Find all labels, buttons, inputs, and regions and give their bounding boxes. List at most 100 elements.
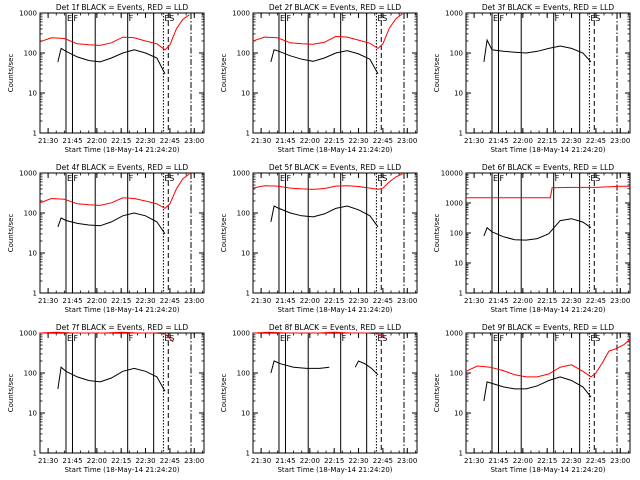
x-tick-label: 21:30 bbox=[464, 297, 484, 305]
x-axis-label: Start Time (18-May-14 21:24:20) bbox=[277, 306, 392, 314]
x-tick-label: 22:15 bbox=[111, 297, 131, 305]
x-tick-label: 22:30 bbox=[348, 297, 368, 305]
x-tick-label: 23:00 bbox=[184, 457, 204, 465]
x-tick-label: 22:30 bbox=[348, 457, 368, 465]
x-tick-label: 22:30 bbox=[348, 137, 368, 145]
x-tick-label: 23:00 bbox=[610, 457, 630, 465]
x-tick-label: 22:00 bbox=[513, 457, 533, 465]
segment-marker-label: F bbox=[342, 14, 347, 23]
segment-marker-label: F bbox=[555, 334, 560, 343]
segment-marker-label: F bbox=[342, 334, 347, 343]
x-tick-label: 21:30 bbox=[38, 137, 58, 145]
x-tick-label: 21:30 bbox=[464, 457, 484, 465]
x-tick-label: 23:00 bbox=[610, 137, 630, 145]
x-axis-label: Start Time (18-May-14 21:24:20) bbox=[64, 146, 179, 154]
y-tick-label: 1 bbox=[459, 290, 463, 298]
series-line-events bbox=[354, 360, 379, 376]
plot-frame bbox=[252, 332, 418, 454]
x-tick-label: 21:45 bbox=[62, 457, 82, 465]
y-tick-label: 100 bbox=[237, 50, 250, 58]
detector-panel-9f: Det 9f BLACK = Events, RED = LLD 1 10 100 10… bbox=[433, 323, 631, 474]
x-tick-label: 22:45 bbox=[373, 457, 393, 465]
panel-title: Det 9f BLACK = Events, RED = LLD bbox=[482, 323, 615, 332]
segment-marker-label: F bbox=[286, 174, 291, 183]
series-line-events bbox=[57, 366, 166, 392]
segment-marker-label: F bbox=[129, 334, 134, 343]
segment-marker-label: E bbox=[493, 174, 498, 183]
segment-marker-label: S bbox=[169, 174, 174, 183]
series-line-events bbox=[483, 38, 592, 63]
detector-panel-8f: Det 8f BLACK = Events, RED = LLD 1 10 100 10… bbox=[220, 323, 418, 474]
segment-marker-label: E bbox=[493, 334, 498, 343]
x-tick-label: 22:45 bbox=[586, 457, 606, 465]
plot-frame bbox=[465, 12, 631, 134]
segment-marker-label: S bbox=[382, 174, 387, 183]
segment-marker-label: S bbox=[595, 334, 600, 343]
x-tick-label: 21:30 bbox=[251, 457, 271, 465]
y-tick-label: 100 bbox=[237, 370, 250, 378]
x-axis-label: Start Time (18-May-14 21:24:20) bbox=[490, 466, 605, 474]
segment-marker-label: E bbox=[67, 334, 72, 343]
plot-frame bbox=[252, 172, 418, 294]
plot-frame bbox=[465, 332, 631, 454]
segment-marker-label: E bbox=[67, 14, 72, 23]
y-tick-label: 1000 bbox=[445, 200, 463, 208]
x-tick-label: 21:45 bbox=[488, 297, 508, 305]
y-tick-label: 1000 bbox=[445, 10, 463, 18]
y-axis-label: Counts/sec bbox=[433, 214, 441, 253]
series-line-events bbox=[483, 376, 592, 402]
segment-marker-label: S bbox=[169, 14, 174, 23]
y-tick-label: 100 bbox=[24, 210, 37, 218]
x-tick-label: 21:45 bbox=[62, 297, 82, 305]
segment-marker-label: E bbox=[67, 174, 72, 183]
x-tick-label: 22:00 bbox=[300, 297, 320, 305]
segment-marker-label: F bbox=[342, 174, 347, 183]
y-axis-label: Counts/sec bbox=[7, 54, 15, 93]
x-tick-label: 22:00 bbox=[300, 137, 320, 145]
segment-marker-label: E bbox=[590, 14, 595, 23]
y-tick-label: 100 bbox=[237, 210, 250, 218]
detector-panel-1f: Det 1f BLACK = Events, RED = LLD 1 10 100 10… bbox=[7, 3, 205, 154]
x-tick-label: 22:30 bbox=[561, 297, 581, 305]
y-tick-label: 10 bbox=[454, 90, 463, 98]
segment-marker-label: E bbox=[493, 14, 498, 23]
x-tick-label: 22:15 bbox=[324, 137, 344, 145]
y-axis-label: Counts/sec bbox=[7, 374, 15, 413]
x-tick-label: 22:15 bbox=[324, 297, 344, 305]
y-tick-label: 1 bbox=[246, 290, 250, 298]
x-tick-label: 23:00 bbox=[184, 297, 204, 305]
x-tick-label: 21:30 bbox=[464, 137, 484, 145]
panel-title: Det 1f BLACK = Events, RED = LLD bbox=[56, 3, 189, 12]
segment-marker-label: S bbox=[382, 14, 387, 23]
segment-marker-label: E bbox=[590, 174, 595, 183]
x-tick-label: 21:30 bbox=[38, 297, 58, 305]
x-tick-label: 22:00 bbox=[87, 297, 107, 305]
y-tick-label: 1000 bbox=[232, 170, 250, 178]
x-tick-label: 21:45 bbox=[488, 457, 508, 465]
y-tick-label: 10 bbox=[28, 90, 37, 98]
series-line-events bbox=[57, 47, 166, 75]
detector-panel-7f: Det 7f BLACK = Events, RED = LLD 1 10 100 10… bbox=[7, 323, 205, 474]
x-tick-label: 22:45 bbox=[160, 457, 180, 465]
x-tick-label: 22:30 bbox=[561, 137, 581, 145]
series-line-lld bbox=[39, 331, 174, 343]
y-tick-label: 10 bbox=[454, 260, 463, 268]
y-tick-label: 100 bbox=[450, 370, 463, 378]
x-tick-label: 22:15 bbox=[324, 457, 344, 465]
segment-marker-label: S bbox=[382, 334, 387, 343]
x-tick-label: 23:00 bbox=[397, 297, 417, 305]
x-tick-label: 22:45 bbox=[373, 297, 393, 305]
panel-title: Det 2f BLACK = Events, RED = LLD bbox=[269, 3, 402, 12]
x-tick-label: 21:45 bbox=[275, 137, 295, 145]
segment-marker-label: F bbox=[129, 14, 134, 23]
segment-marker-label: E bbox=[377, 14, 382, 23]
y-tick-label: 1000 bbox=[19, 170, 37, 178]
x-axis-label: Start Time (18-May-14 21:24:20) bbox=[490, 306, 605, 314]
y-axis-label: Counts/sec bbox=[220, 374, 228, 413]
panel-title: Det 3f BLACK = Events, RED = LLD bbox=[482, 3, 615, 12]
y-tick-label: 1000 bbox=[19, 10, 37, 18]
x-tick-label: 21:30 bbox=[38, 457, 58, 465]
y-tick-label: 1 bbox=[33, 290, 37, 298]
series-line-lld bbox=[252, 13, 403, 50]
y-tick-label: 100 bbox=[24, 370, 37, 378]
